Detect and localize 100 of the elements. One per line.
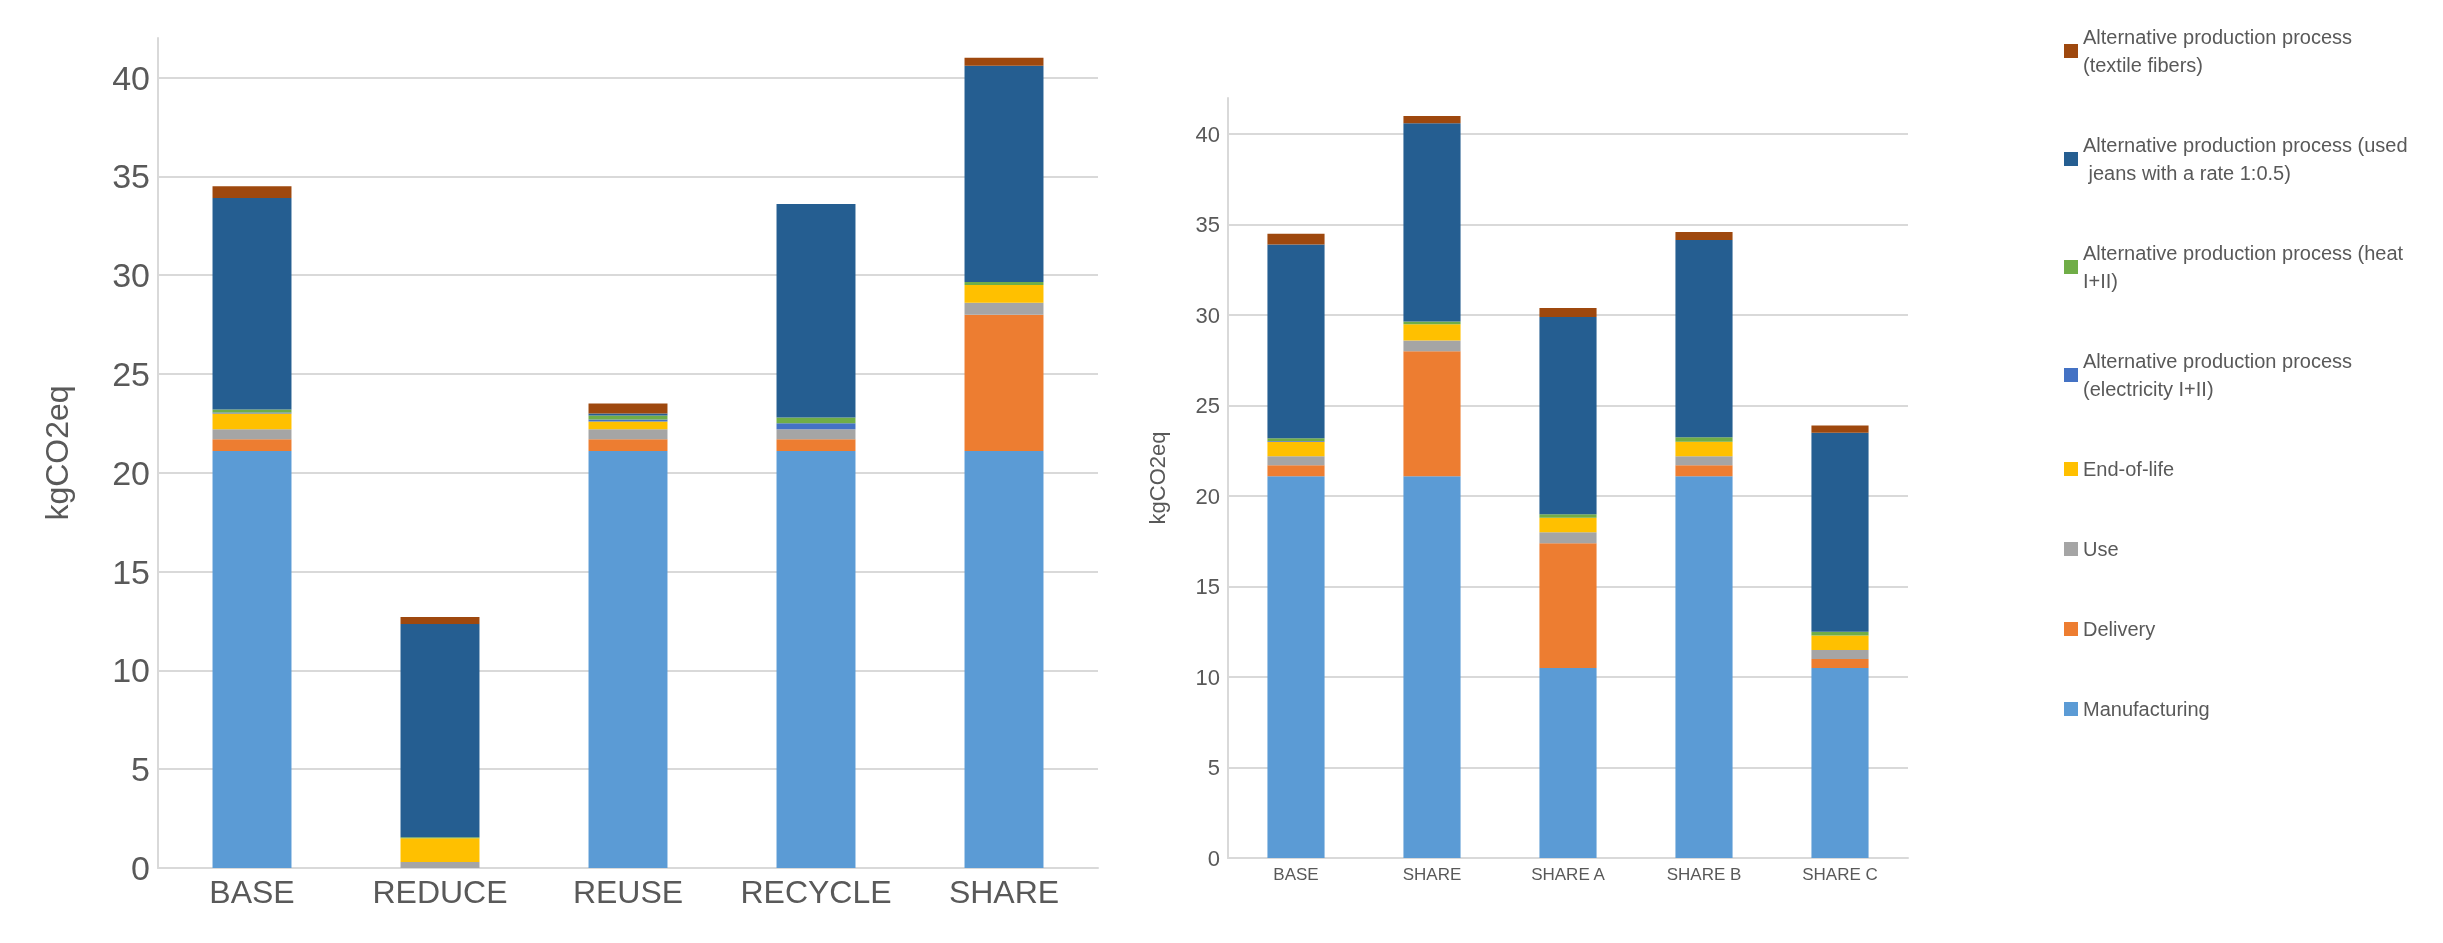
bar [1539, 517, 1597, 533]
y-tick-label: 15 [1195, 574, 1220, 600]
x-tick-label: SHARE C [1802, 865, 1878, 884]
bar [212, 413, 292, 430]
legend-label: Alternative production process (textile fibers) [2083, 26, 2358, 76]
bar [588, 403, 668, 414]
bar [776, 417, 856, 424]
x-tick-label: RECYCLE [740, 874, 892, 910]
x-tick-label: REUSE [572, 874, 684, 910]
bar [400, 838, 480, 863]
y-tick-label: 25 [1195, 393, 1220, 419]
x-tick-label: BASE [209, 874, 295, 910]
bar [776, 439, 856, 452]
legend-label: Manufacturing [2083, 698, 2210, 720]
y-tick-label: 40 [1195, 121, 1220, 147]
bar [1675, 437, 1733, 442]
bar [588, 421, 668, 430]
bar [964, 314, 1044, 452]
bar [1675, 456, 1733, 466]
bar [1403, 123, 1461, 322]
bar [588, 439, 668, 452]
y-tick-label: 40 [112, 58, 150, 97]
x-tick-label: SHARE B [1666, 865, 1742, 884]
bar [212, 451, 292, 868]
bar [1539, 543, 1597, 668]
bar [212, 186, 292, 199]
y-tick-label: 30 [112, 256, 150, 295]
bar [964, 451, 1044, 868]
bar [964, 285, 1044, 303]
bar [1403, 321, 1461, 325]
y-tick-label: 25 [112, 354, 150, 393]
bar [588, 429, 668, 440]
bar [400, 623, 480, 838]
y-tick-label: 10 [1195, 664, 1220, 690]
bar [1267, 441, 1325, 457]
bar [1811, 635, 1869, 650]
bar [1267, 456, 1325, 466]
bar [964, 282, 1044, 286]
x-tick-label: SHARE A [1531, 865, 1606, 884]
x-tick-label: SHARE [1402, 865, 1462, 884]
bar [964, 302, 1044, 315]
y-axis-title: kgCO2eq [1144, 431, 1170, 525]
bar [1267, 465, 1325, 477]
y-tick-label: 30 [1195, 302, 1220, 328]
bar [1675, 231, 1733, 241]
bar [400, 862, 480, 868]
bar [776, 423, 856, 430]
legend-label: Use [2083, 538, 2119, 560]
x-tick-label: REDUCE [372, 874, 508, 910]
bar [1539, 668, 1597, 858]
y-tick-label: 0 [131, 849, 150, 887]
y-tick-label: 35 [112, 157, 150, 196]
bar [1267, 244, 1325, 439]
legend-label: Alternative production process (heat I+II) [2083, 242, 2409, 292]
y-tick-label: 35 [1195, 212, 1220, 238]
bar [776, 204, 856, 418]
bar [1403, 351, 1461, 477]
y-tick-label: 20 [1195, 483, 1220, 509]
bar [1811, 649, 1869, 659]
bar [1811, 425, 1869, 433]
y-tick-label: 5 [1207, 755, 1220, 781]
bar [776, 429, 856, 440]
bar [1811, 432, 1869, 632]
bar [212, 429, 292, 440]
bar [1811, 658, 1869, 668]
bar [1675, 240, 1733, 438]
y-axis-title: kgCO2eq [39, 385, 75, 521]
x-tick-label: BASE [1273, 865, 1319, 884]
bar [1539, 307, 1597, 317]
bar [1403, 476, 1461, 858]
x-tick-label: SHARE [948, 874, 1060, 910]
bar [1403, 340, 1461, 352]
bar [1267, 476, 1325, 858]
bar [1539, 514, 1597, 518]
bar [1811, 668, 1869, 858]
bar [1539, 316, 1597, 515]
legend-label: Delivery [2083, 618, 2156, 640]
bar [588, 415, 668, 420]
bar [1539, 532, 1597, 544]
y-tick-label: 20 [112, 453, 150, 492]
bar [776, 451, 856, 868]
bar [1403, 116, 1461, 124]
bar [1675, 476, 1733, 858]
bar [964, 57, 1044, 66]
legend-label: Alternative production process (electricity I+II) [2083, 350, 2358, 400]
bar [1675, 441, 1733, 457]
bar [212, 439, 292, 452]
bar [964, 65, 1044, 283]
y-tick-label: 0 [1207, 845, 1220, 871]
y-tick-label: 5 [131, 750, 150, 789]
bar [1403, 324, 1461, 341]
legend-label: End-of-life [2083, 458, 2175, 480]
legend-label: Alternative production process (used jeans with a rate 1:0.5) [2083, 134, 2408, 184]
bar [588, 451, 668, 868]
y-tick-label: 10 [112, 651, 150, 690]
bar [1675, 465, 1733, 477]
bar [212, 198, 292, 410]
bar [400, 617, 480, 624]
y-tick-label: 15 [112, 552, 150, 591]
bar [1267, 233, 1325, 245]
